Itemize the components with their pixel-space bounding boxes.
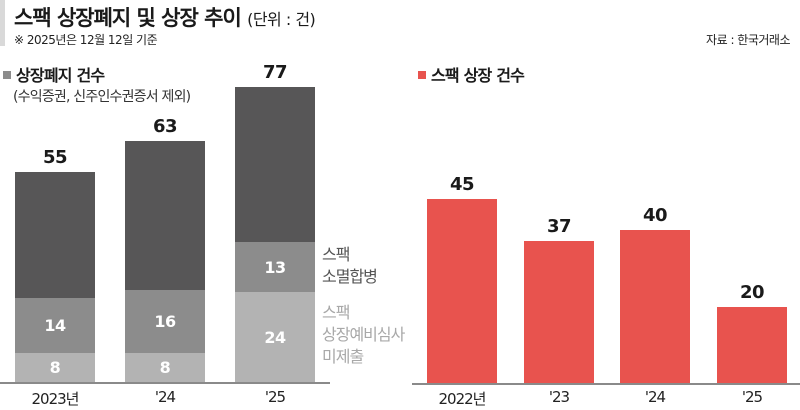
segment-other — [125, 141, 205, 290]
bar-total-2024: 63 — [152, 116, 178, 137]
x-label-2023: 2023년 — [31, 390, 80, 408]
right-legend-label: 스팩 상장 건수 — [431, 66, 525, 85]
bar-25 — [717, 307, 787, 383]
title-text: 스팩 상장폐지 및 상장 추이 — [14, 6, 242, 30]
title-accent-bar — [0, 0, 5, 46]
stacked-bar-2024: 16 8 — [125, 141, 205, 382]
segment-merger: 16 — [125, 290, 205, 353]
bar-23 — [524, 241, 594, 383]
source-label: 자료 : 한국거래소 — [706, 33, 790, 47]
x-label-24-right: '24 — [644, 388, 666, 406]
unit-label: (단위 : 건) — [247, 10, 316, 29]
segment-merger: 13 — [235, 242, 315, 292]
left-x-axis — [0, 382, 330, 384]
segment-prelist: 8 — [125, 353, 205, 382]
chart-title: 스팩 상장폐지 및 상장 추이 (단위 : 건) — [14, 2, 316, 32]
stacked-bar-2023: 14 8 — [15, 172, 95, 382]
bar-value-23: 37 — [546, 216, 572, 237]
left-legend-subtitle: (수익증권, 신주인수권증서 제외) — [13, 89, 191, 105]
segment-other — [15, 172, 95, 298]
legend-red-square-icon — [418, 71, 426, 79]
annotation-merger: 스팩 소멸합병 — [322, 245, 378, 286]
right-legend: 스팩 상장 건수 — [418, 62, 525, 86]
x-label-25-right: '25 — [741, 388, 763, 406]
stacked-bar-2025: 13 24 — [235, 87, 315, 382]
x-label-23: '23 — [548, 388, 570, 406]
bar-value-2022: 45 — [449, 174, 475, 195]
left-legend-label: 상장폐지 건수 — [16, 66, 105, 85]
right-x-axis — [412, 383, 800, 385]
bar-total-2025: 77 — [262, 62, 288, 83]
bar-total-2023: 55 — [42, 147, 68, 168]
legend-gray-square-icon — [3, 71, 11, 79]
bar-value-25: 20 — [739, 282, 765, 303]
segment-other — [235, 87, 315, 242]
annotation-prelist: 스팩 상장예비심사 미제출 — [322, 303, 405, 366]
x-label-25: '25 — [264, 388, 286, 406]
date-note: ※ 2025년은 12월 12일 기준 — [14, 33, 158, 47]
left-legend: 상장폐지 건수 — [3, 62, 105, 86]
segment-prelist: 8 — [15, 353, 95, 382]
x-label-24: '24 — [154, 388, 176, 406]
segment-prelist: 24 — [235, 292, 315, 382]
x-label-2022: 2022년 — [438, 390, 487, 408]
segment-merger: 14 — [15, 298, 95, 353]
bar-2022 — [427, 199, 497, 383]
bar-24 — [620, 230, 690, 383]
bar-value-24: 40 — [642, 205, 668, 226]
